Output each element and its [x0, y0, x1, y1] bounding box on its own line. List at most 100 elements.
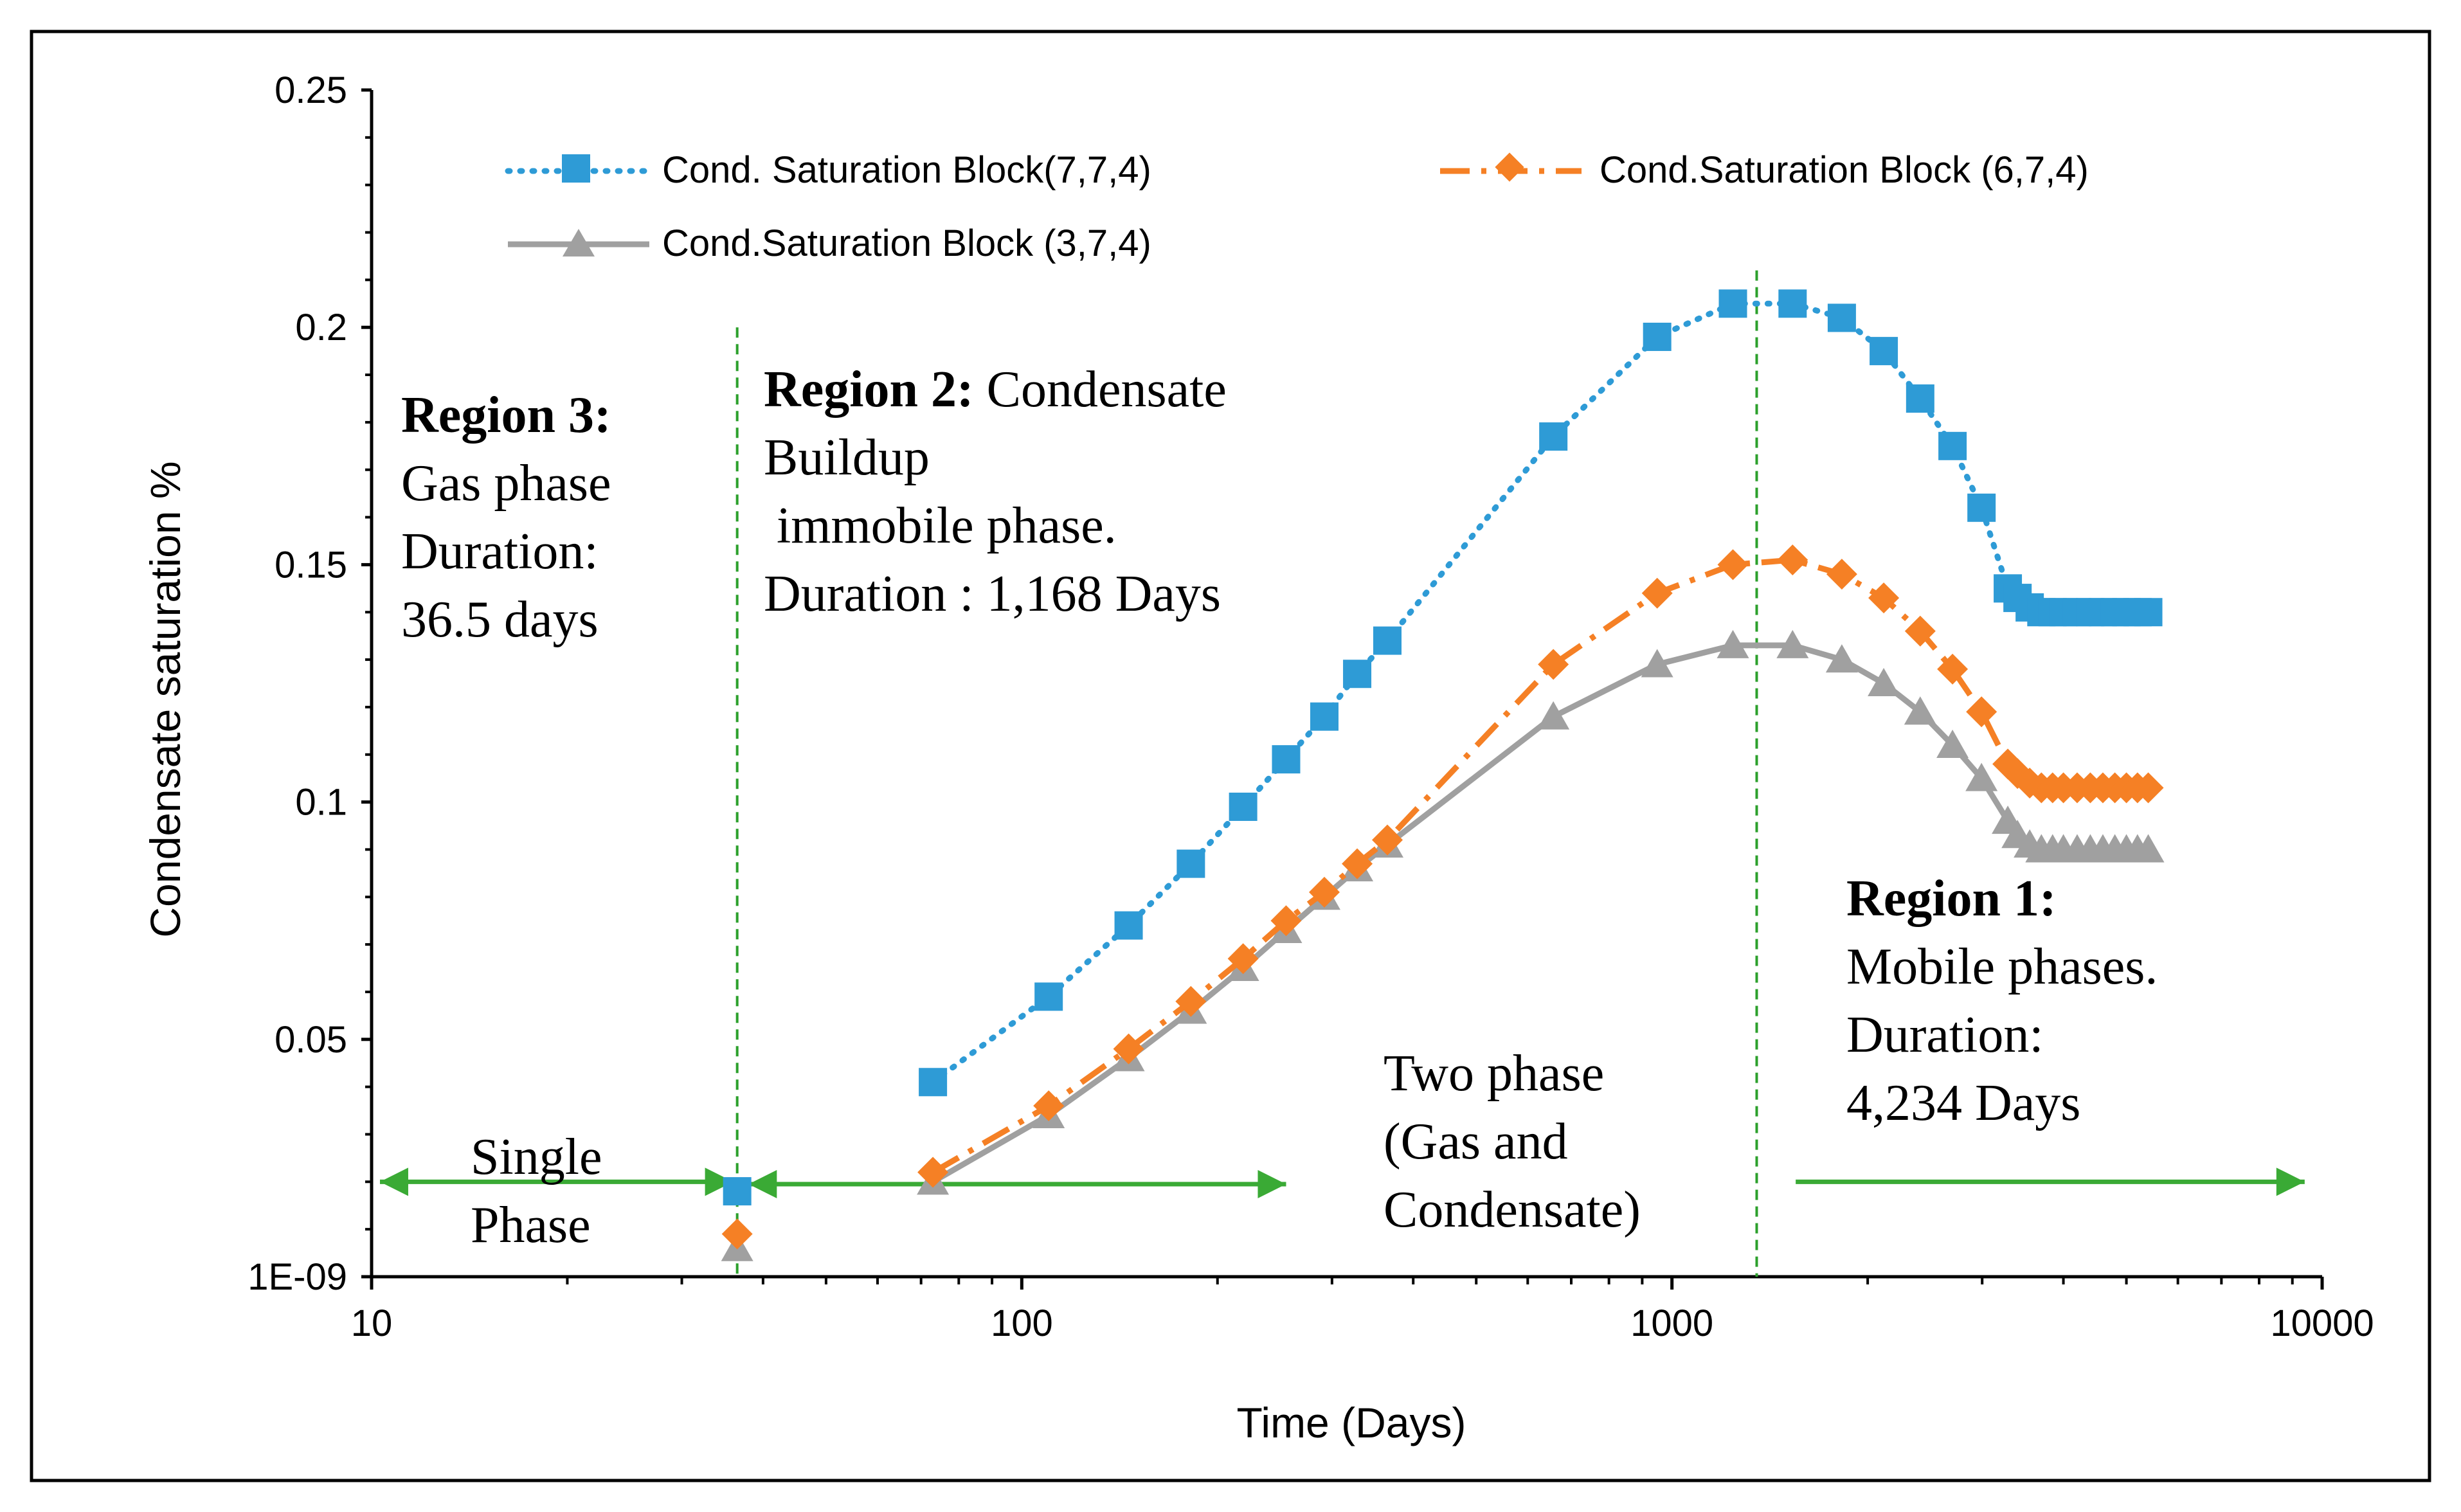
- data-point: [1175, 986, 1207, 1017]
- single-phase-label: Single Phase: [471, 1129, 602, 1254]
- x-tick-label: 10: [351, 1302, 393, 1344]
- data-point: [1967, 493, 1996, 522]
- data-point: [1227, 943, 1259, 975]
- region3-line-3: 36.5 days: [401, 591, 599, 648]
- data-point: [2132, 834, 2165, 863]
- region1-line-1: Mobile phases.: [1846, 939, 2158, 995]
- data-point: [1717, 629, 1749, 658]
- legend-entry-series-3: Cond.Saturation Block (3,7,4): [508, 222, 1151, 264]
- data-point: [1717, 549, 1749, 580]
- data-point: [1904, 615, 1936, 647]
- data-point: [1538, 649, 1569, 680]
- data-point: [1906, 384, 1934, 413]
- region3-title: Region 3:: [401, 387, 611, 444]
- y-tick-label: 0.2: [295, 307, 347, 348]
- legend-entry-series-1: Cond. Saturation Block(7,7,4): [505, 149, 1151, 191]
- region1-line-3: 4,234 Days: [1846, 1075, 2080, 1131]
- data-point: [1176, 849, 1205, 878]
- data-point: [1114, 911, 1143, 940]
- phase-arrow-1: [379, 1167, 734, 1196]
- y-tick-label: 0.05: [275, 1019, 347, 1061]
- single-phase-line-1: Single: [471, 1129, 602, 1185]
- phase-arrow-head: [379, 1167, 408, 1196]
- data-point: [1371, 824, 1403, 856]
- series-1: [723, 289, 2163, 1206]
- x-axis-title: Time (Days): [1237, 1399, 1466, 1446]
- axes: 1E-09 0.05 0.1 0.15 0.2 0.25 10 100 1000 10000: [248, 69, 2374, 1344]
- data-point: [723, 1177, 752, 1206]
- x-tick-label: 10000: [2270, 1302, 2374, 1344]
- y-tick-label: 0.15: [275, 544, 347, 586]
- phase-arrow-head: [748, 1170, 777, 1199]
- y-axis-title: Condensate saturation %: [141, 461, 189, 937]
- legend-entry-series-2: Cond.Saturation Block (6,7,4): [1440, 149, 2089, 191]
- data-point: [1272, 745, 1301, 774]
- two-phase-line-1: Two phase: [1384, 1045, 1604, 1102]
- y-tick-label: 0.1: [295, 782, 347, 824]
- legend-marker-series-1: [562, 154, 590, 183]
- y-tick-label: 0.25: [275, 69, 347, 111]
- data-point: [1776, 629, 1809, 658]
- data-point: [1537, 701, 1570, 730]
- legend-marker-series-3: [563, 229, 595, 256]
- phase-arrow-head: [1258, 1170, 1286, 1199]
- region1-line-2: Duration:: [1846, 1007, 2044, 1063]
- region2-annotation: Region 2: Condensate Buildup immobile ph…: [764, 361, 1227, 622]
- data-point: [1870, 337, 1898, 366]
- series-2: [721, 544, 2164, 1250]
- data-point: [919, 1068, 948, 1097]
- legend-label-series-2: Cond.Saturation Block (6,7,4): [1600, 149, 2089, 191]
- data-point: [1777, 544, 1808, 576]
- data-point: [1342, 848, 1373, 879]
- data-point: [1113, 1033, 1144, 1065]
- data-point: [1539, 422, 1568, 451]
- data-point: [1966, 696, 1997, 728]
- region1-title: Region 1:: [1846, 870, 2057, 927]
- x-tick-label: 1000: [1630, 1302, 1713, 1344]
- data-point: [1778, 289, 1807, 318]
- data-point: [1965, 762, 1998, 791]
- data-point: [1718, 289, 1747, 318]
- data-point: [1373, 626, 1402, 655]
- data-point: [1229, 792, 1258, 821]
- data-point: [1033, 1090, 1065, 1122]
- data-point: [1827, 303, 1856, 332]
- data-point: [1643, 322, 1672, 351]
- y-tick-label: 1E-09: [248, 1256, 347, 1298]
- data-point: [1868, 582, 1900, 614]
- legend-label-series-3: Cond.Saturation Block (3,7,4): [662, 222, 1151, 264]
- region2-line-3: Duration : 1,168 Days: [764, 566, 1221, 622]
- legend-label-series-1: Cond. Saturation Block(7,7,4): [662, 149, 1151, 191]
- region1-annotation: Region 1: Mobile phases. Duration: 4,234…: [1846, 870, 2158, 1131]
- data-point: [1825, 644, 1858, 673]
- data-point: [1936, 729, 1969, 758]
- single-phase-line-2: Phase: [471, 1197, 591, 1254]
- data-point: [2132, 772, 2164, 804]
- data-point: [1270, 905, 1302, 937]
- data-point: [1868, 668, 1900, 696]
- series-layer: [379, 270, 2305, 1277]
- data-point: [1310, 702, 1339, 731]
- phase-arrow-2: [748, 1170, 1286, 1199]
- data-point: [1641, 577, 1673, 609]
- region2-line-2: immobile phase.: [764, 498, 1117, 554]
- data-point: [1343, 660, 1372, 688]
- two-phase-line-2: (Gas and: [1384, 1113, 1568, 1170]
- region3-annotation: Region 3: Gas phase Duration: 36.5 days: [401, 387, 611, 648]
- x-tick-label: 100: [991, 1302, 1053, 1344]
- data-point: [1308, 876, 1340, 908]
- data-point: [1904, 696, 1936, 725]
- two-phase-label: Two phase (Gas and Condensate): [1384, 1045, 1641, 1238]
- data-point: [721, 1218, 753, 1250]
- outer-frame: [30, 30, 2431, 1482]
- phase-arrow-3: [1796, 1167, 2305, 1196]
- data-point: [1641, 649, 1673, 678]
- legend: Cond. Saturation Block(7,7,4) Cond.Satur…: [505, 149, 2089, 264]
- data-point: [1937, 653, 1969, 685]
- region2-bold: Region 2:: [764, 361, 974, 418]
- region2-title: Region 2: Condensate: [764, 361, 1227, 418]
- data-point: [1034, 982, 1063, 1011]
- data-point: [1826, 559, 1857, 590]
- two-phase-line-3: Condensate): [1384, 1182, 1641, 1238]
